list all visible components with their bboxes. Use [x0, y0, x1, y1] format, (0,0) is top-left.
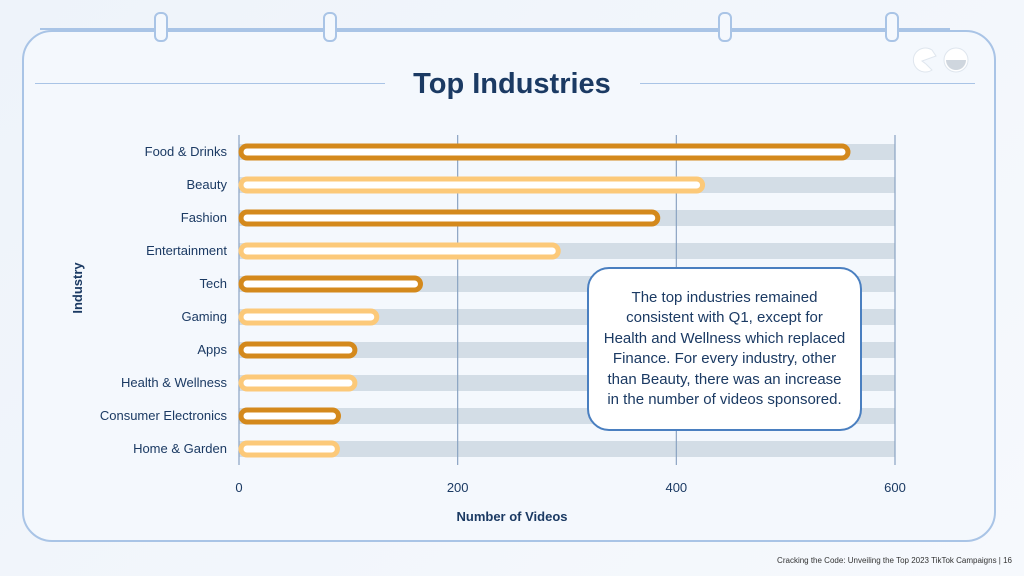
x-axis-label: Number of Videos — [456, 509, 567, 524]
brand-logo — [912, 47, 969, 73]
y-tick-label: Beauty — [187, 177, 228, 192]
y-tick-label: Tech — [200, 276, 227, 291]
bar — [238, 209, 661, 227]
bar — [238, 374, 358, 392]
bar — [238, 341, 358, 359]
callout-box: The top industries remained consistent w… — [587, 267, 862, 431]
binder-ring — [885, 12, 899, 42]
y-axis-label: Industry — [70, 262, 85, 314]
bar — [238, 407, 341, 425]
bar — [238, 308, 380, 326]
bar — [238, 242, 561, 260]
x-tick-label: 0 — [235, 480, 242, 495]
binder-ring — [323, 12, 337, 42]
x-tick-label: 400 — [665, 480, 687, 495]
y-tick-label: Food & Drinks — [145, 144, 228, 159]
title-rule-left — [35, 83, 385, 84]
y-tick-label: Health & Wellness — [121, 375, 227, 390]
binder-ring — [718, 12, 732, 42]
bar — [238, 143, 851, 161]
y-tick-label: Consumer Electronics — [100, 408, 228, 423]
x-tick-label: 200 — [447, 480, 469, 495]
bar — [238, 176, 706, 194]
footer-text: Cracking the Code: Unveiling the Top 202… — [777, 556, 1012, 565]
y-tick-label: Home & Garden — [133, 441, 227, 456]
bar — [238, 440, 340, 458]
bar-track — [239, 441, 895, 457]
binder-line — [40, 28, 950, 30]
y-tick-label: Gaming — [181, 309, 227, 324]
x-tick-label: 600 — [884, 480, 906, 495]
y-tick-label: Apps — [197, 342, 227, 357]
title-rule-right — [640, 83, 975, 84]
bar — [238, 275, 423, 293]
y-tick-label: Fashion — [181, 210, 227, 225]
y-tick-label: Entertainment — [146, 243, 227, 258]
page-title: Top Industries — [413, 68, 611, 100]
binder-ring — [154, 12, 168, 42]
